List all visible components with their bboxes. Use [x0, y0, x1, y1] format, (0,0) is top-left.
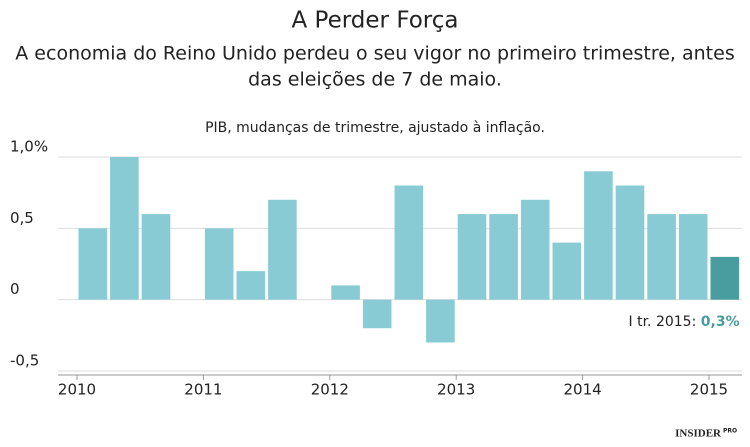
y-tick-label: -0,5 — [10, 352, 39, 370]
bar — [78, 228, 108, 300]
x-tick-label: 2012 — [311, 381, 349, 399]
chart-subtitle: A economia do Reino Unido perdeu o seu v… — [15, 43, 734, 65]
y-tick-label: 0 — [10, 280, 20, 298]
value-label: 0,3% — [701, 314, 740, 330]
bar — [426, 299, 455, 343]
x-tick-label: 2011 — [184, 381, 222, 399]
bar — [520, 199, 550, 300]
source-badge: PRO — [723, 428, 737, 435]
bar — [362, 299, 392, 329]
x-tick-label: 2013 — [437, 381, 475, 399]
bar — [141, 214, 171, 300]
chart-title: A Perder Força — [292, 8, 459, 34]
bar — [552, 242, 582, 300]
bar — [457, 214, 487, 300]
source: INSIDER — [675, 428, 722, 440]
chart-caption: PIB, mudanças de trimestre, ajustado à i… — [205, 120, 545, 136]
bar — [394, 185, 424, 300]
bar — [710, 256, 740, 300]
bar — [110, 157, 139, 300]
bar — [615, 185, 645, 300]
bar — [236, 271, 266, 300]
bar — [268, 199, 297, 300]
x-tick-label: 2014 — [564, 381, 602, 399]
bar — [647, 214, 676, 300]
x-tick-label: 2015 — [690, 381, 728, 399]
chart-subtitle: das eleições de 7 de maio. — [248, 69, 502, 91]
annotation-text: I tr. 2015: — [629, 314, 697, 330]
bar — [489, 214, 518, 300]
bar — [204, 228, 234, 300]
x-tick-label: 2010 — [58, 381, 96, 399]
y-tick-label: 0,5 — [10, 209, 34, 227]
y-tick-label: 1,0% — [10, 138, 48, 156]
annotation: I tr. 2015: 0,3% — [629, 314, 740, 330]
bar — [678, 214, 708, 300]
bar — [331, 285, 360, 300]
bar — [584, 171, 613, 300]
